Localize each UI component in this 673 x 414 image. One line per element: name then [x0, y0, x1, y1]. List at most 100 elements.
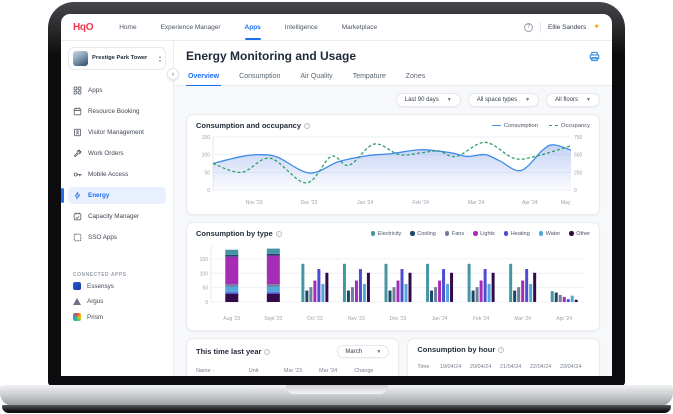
- laptop-shadow: [2, 405, 671, 413]
- consumption-by-type-card: Consumption by type i Electricity Cooling…: [186, 222, 600, 331]
- help-icon[interactable]: ?: [523, 22, 533, 32]
- legend-item-lights[interactable]: Lights: [473, 231, 495, 237]
- legend-item-other[interactable]: Other: [569, 231, 590, 237]
- legend-item-fans[interactable]: Fans: [444, 231, 464, 237]
- legend-item-water[interactable]: Water: [538, 231, 560, 237]
- svg-text:Feb '24: Feb '24: [412, 200, 429, 206]
- column-date-2: 20/04/24: [469, 364, 492, 370]
- tab-air-quality[interactable]: Air Quality: [300, 73, 333, 80]
- nav-item-apps[interactable]: Apps: [244, 14, 262, 40]
- space-type-select[interactable]: All space types ▼: [467, 93, 540, 107]
- chevron-down-icon: ▼: [525, 97, 531, 103]
- svg-text:Nov '23: Nov '23: [246, 200, 263, 206]
- divider: [539, 21, 541, 33]
- svg-text:0: 0: [205, 300, 208, 306]
- tab-overview[interactable]: Overview: [186, 70, 222, 86]
- sidebar: Prestige Park Tower ▴ ▾ ‹ Apps Resource B…: [61, 41, 179, 376]
- sidebar-item-mobile-access[interactable]: Mobile Access: [68, 166, 166, 183]
- by-hour-table-header: Time 19/04/24 20/04/24 21/04/24 22/04/24…: [417, 364, 590, 370]
- svg-text:Oct '23: Oct '23: [307, 316, 323, 322]
- nav-item-experience-manager[interactable]: Experience Manager: [160, 23, 221, 31]
- legend-item-heating[interactable]: Heating: [503, 231, 530, 237]
- tab-bar: Overview Consumption Air Quality Tempatu…: [186, 70, 600, 86]
- bottom-row: This time last year i March ▼ Name ↑ Unit …: [186, 338, 600, 376]
- dashboard-body: Last 90 days ▼ All space types ▼ All floor…: [174, 86, 612, 376]
- line-chart-legend: Consumption Occupancy: [491, 123, 590, 129]
- chevron-down-icon: ▼: [376, 348, 382, 355]
- nav-menu: Home Experience Manager Apps Intelligenc…: [119, 14, 377, 40]
- chevron-down-icon: ▼: [586, 97, 591, 103]
- consumption-by-type-chart: 0 50 100 150 Aug '23 Sept '23 Oct '23 Nov '23 De…: [200, 246, 585, 322]
- svg-text:Jan '24: Jan '24: [357, 200, 373, 206]
- building-name: Prestige Park Tower: [92, 55, 148, 62]
- print-icon[interactable]: [589, 51, 600, 62]
- svg-text:Nov '23: Nov '23: [348, 316, 365, 322]
- info-icon[interactable]: i: [264, 348, 271, 355]
- column-date-4: 22/04/24: [529, 364, 552, 370]
- column-change: Change: [354, 368, 374, 374]
- svg-text:150: 150: [200, 257, 209, 263]
- column-date-1: 19/04/24: [439, 364, 462, 370]
- building-selector[interactable]: Prestige Park Tower ▴ ▾: [68, 47, 166, 70]
- connected-app-prism[interactable]: Prism: [68, 309, 166, 325]
- svg-text:Apr '24: Apr '24: [522, 200, 538, 206]
- legend-item-occupancy[interactable]: Occupancy: [549, 123, 590, 129]
- info-icon[interactable]: i: [498, 346, 505, 353]
- column-mar23: Mar '23: [283, 368, 303, 374]
- floors-select[interactable]: All floors ▼: [546, 93, 600, 107]
- sidebar-item-sso-apps[interactable]: SSO Apps: [68, 229, 166, 246]
- date-range-select[interactable]: Last 90 days ▼: [395, 93, 461, 107]
- user-name[interactable]: Ellie Sanders: [547, 23, 587, 31]
- card-title: Consumption by hour: [417, 345, 496, 354]
- connected-app-essensys[interactable]: Essensys: [68, 278, 166, 294]
- svg-text:0: 0: [207, 188, 210, 194]
- sidebar-item-apps[interactable]: Apps: [68, 82, 166, 99]
- card-title: Consumption and occupancy: [196, 121, 302, 130]
- tab-zones[interactable]: Zones: [405, 73, 426, 80]
- tab-tempature[interactable]: Tempature: [352, 73, 386, 80]
- consumption-occupancy-card: Consumption and occupancy i Consumption …: [186, 114, 600, 215]
- column-name[interactable]: Name ↑: [196, 368, 216, 374]
- nav-item-intelligence[interactable]: Intelligence: [284, 23, 318, 31]
- card-title: This time last year: [196, 347, 262, 356]
- consumption-occupancy-chart: 0 0 50 250 100 500 150 750 Nov '23 Dec '23 Jan '24…: [202, 135, 583, 206]
- svg-text:250: 250: [574, 170, 583, 176]
- legend-item-cooling[interactable]: Cooling: [410, 231, 436, 237]
- badge-icon: [74, 128, 81, 137]
- by-hour-card: Consumption by hour i Time 19/04/24 20/0…: [407, 338, 600, 376]
- sidebar-item-work-orders[interactable]: Work Orders: [68, 145, 166, 162]
- tab-consumption[interactable]: Consumption: [239, 73, 281, 80]
- nav-item-home[interactable]: Home: [119, 23, 137, 31]
- sidebar-item-resource-booking[interactable]: Resource Booking: [68, 103, 166, 120]
- sidebar-item-visitor-management[interactable]: Visitor Management: [68, 124, 166, 141]
- bar-chart-legend: Electricity Cooling Fans Lights Heating Water…: [362, 231, 590, 237]
- calendar-check-icon: [73, 212, 82, 221]
- hqo-logo[interactable]: HqO: [73, 21, 94, 33]
- sidebar-collapse-button[interactable]: ‹: [167, 68, 179, 80]
- sidebar-item-capacity-manager[interactable]: Capacity Manager: [68, 208, 166, 225]
- grid-icon: [73, 86, 82, 95]
- svg-text:500: 500: [574, 153, 583, 159]
- month-select[interactable]: March ▼: [337, 345, 390, 358]
- screen: HqO Home Experience Manager Apps Intelli…: [61, 14, 612, 376]
- svg-text:100: 100: [200, 271, 209, 277]
- svg-text:Feb '24: Feb '24: [473, 316, 490, 322]
- page-header: Energy Monitoring and Usage Overview Con…: [174, 41, 612, 86]
- svg-text:150: 150: [202, 135, 211, 141]
- connected-app-argus[interactable]: Argus: [68, 294, 166, 309]
- sidebar-item-energy[interactable]: Energy: [61, 187, 166, 204]
- info-icon[interactable]: i: [304, 122, 311, 129]
- legend-item-consumption[interactable]: Consumption: [491, 123, 538, 129]
- info-icon[interactable]: i: [275, 230, 282, 237]
- svg-text:May: May: [561, 200, 571, 206]
- key-icon: [73, 172, 82, 177]
- card-title: Consumption by type: [196, 229, 273, 238]
- nav-item-marketplace[interactable]: Marketplace: [341, 23, 378, 31]
- svg-text:Mar '24: Mar '24: [468, 200, 485, 206]
- svg-text:750: 750: [574, 135, 583, 141]
- legend-item-electricity[interactable]: Electricity: [370, 231, 401, 237]
- svg-text:Jan '24: Jan '24: [432, 316, 448, 322]
- column-time: Time: [417, 364, 430, 370]
- column-date-5: 23/04/24: [559, 364, 582, 370]
